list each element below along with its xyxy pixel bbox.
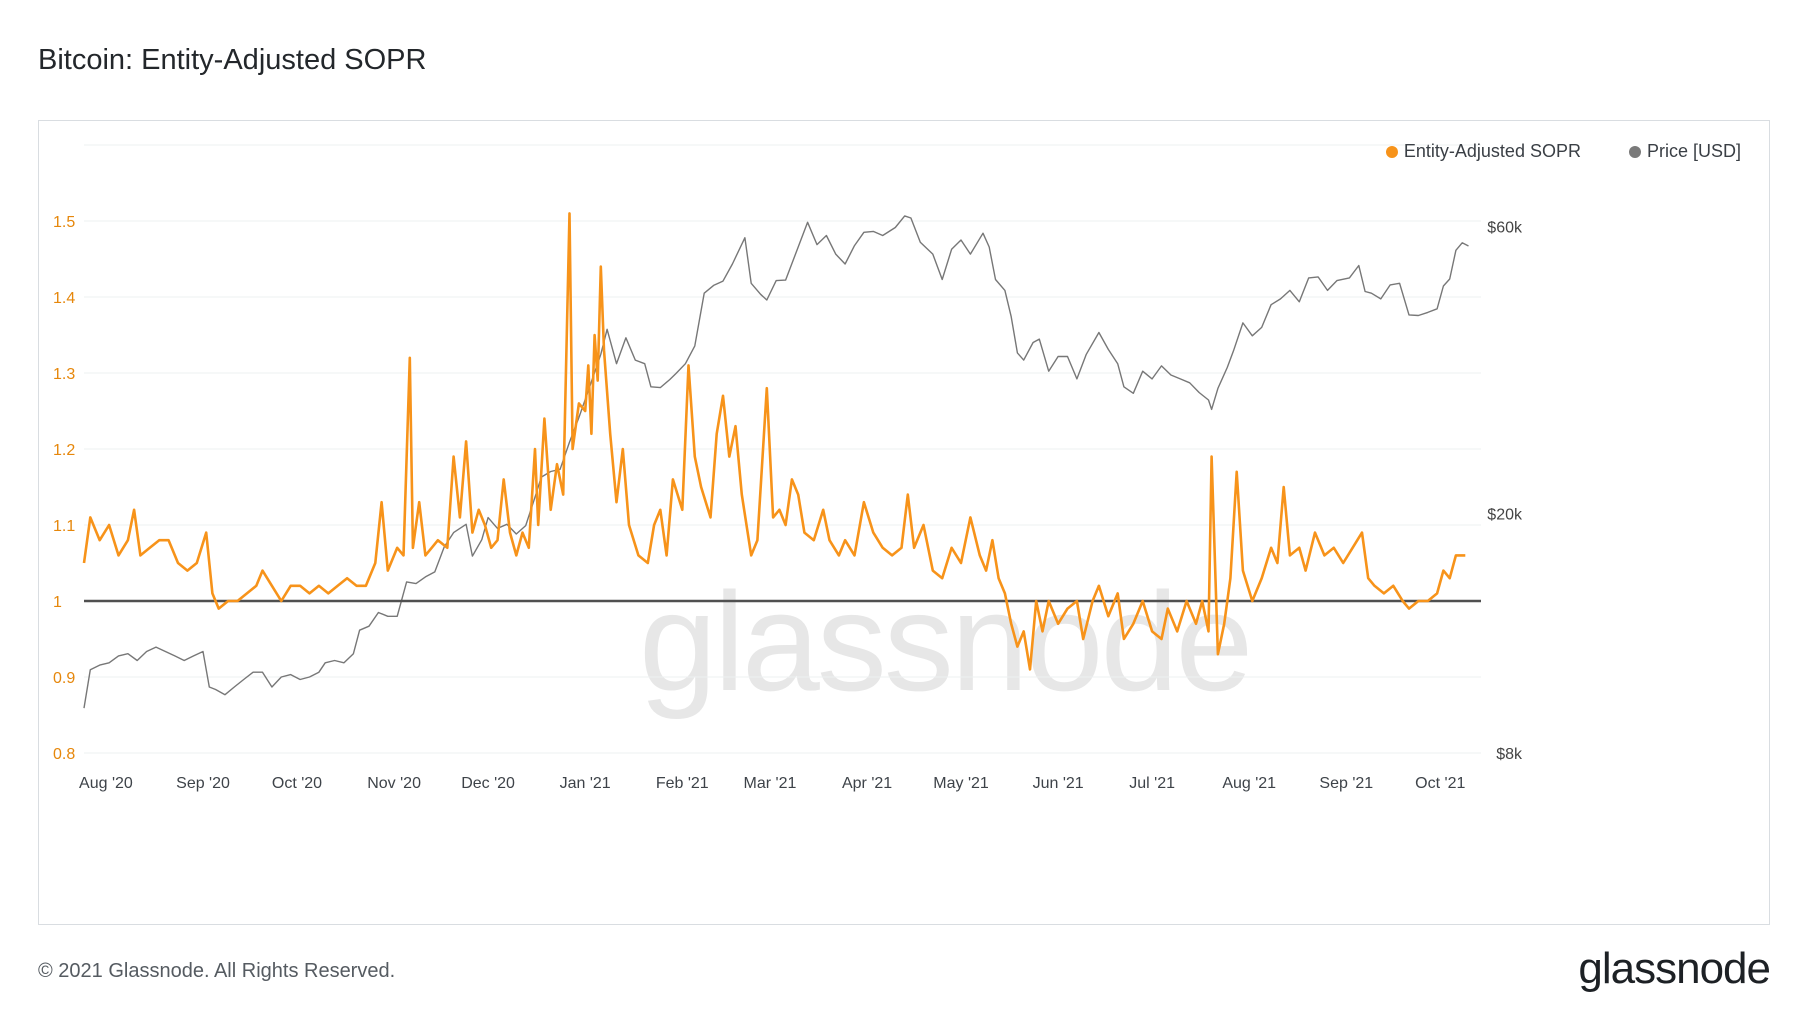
y-right-tick-label: $60k — [1487, 220, 1523, 237]
copyright-footer: © 2021 Glassnode. All Rights Reserved. — [38, 960, 396, 982]
x-tick-label: May '21 — [933, 775, 989, 792]
x-tick-label: Oct '20 — [272, 775, 322, 792]
legend-item-price[interactable]: Price [USD] — [1628, 141, 1741, 162]
x-tick-label: Jun '21 — [1033, 775, 1084, 792]
x-tick-label: Aug '21 — [1222, 775, 1276, 792]
y-left-tick-label: 1 — [53, 594, 62, 611]
legend-label-sopr: Entity-Adjusted SOPR — [1403, 141, 1581, 161]
legend-label-price: Price [USD] — [1646, 141, 1741, 161]
y-left-tick-label: 0.9 — [53, 670, 75, 687]
y-right-tick-label: $20k — [1487, 507, 1523, 524]
legend-dot-sopr — [1385, 145, 1398, 158]
chart-panel: glassnode 0.8 0.9 1 1.1 1.2 1.3 1.4 1.5 $8k $20k $… — [38, 120, 1770, 925]
x-tick-label: Dec '20 — [461, 775, 515, 792]
chart-plot[interactable]: 0.8 0.9 1 1.1 1.2 1.3 1.4 1.5 $8k $20k $60k Aug '20… — [39, 121, 1769, 924]
y-left-tick-label: 0.8 — [53, 746, 75, 763]
legend: Entity-Adjusted SOPR Price [USD] — [1385, 141, 1741, 162]
y-left-tick-label: 1.2 — [53, 442, 75, 459]
y-right-tick-label: $8k — [1496, 746, 1523, 763]
legend-item-sopr[interactable]: Entity-Adjusted SOPR — [1385, 141, 1581, 162]
chart-title: Bitcoin: Entity-Adjusted SOPR — [38, 44, 427, 76]
x-tick-label: Jul '21 — [1129, 775, 1175, 792]
x-tick-label: Jan '21 — [560, 775, 611, 792]
x-tick-label: Apr '21 — [842, 775, 892, 792]
x-tick-label: Nov '20 — [367, 775, 421, 792]
x-tick-label: Mar '21 — [744, 775, 797, 792]
x-tick-label: Aug '20 — [79, 775, 133, 792]
y-left-tick-label: 1.1 — [53, 518, 75, 535]
y-left-tick-label: 1.4 — [53, 290, 75, 307]
x-tick-label: Oct '21 — [1415, 775, 1465, 792]
x-tick-label: Feb '21 — [656, 775, 709, 792]
x-tick-label: Sep '20 — [176, 775, 230, 792]
y-left-tick-label: 1.5 — [53, 214, 75, 231]
brand-logo[interactable]: glassnode — [1578, 944, 1771, 993]
x-tick-label: Sep '21 — [1319, 775, 1373, 792]
series-line-sopr — [82, 212, 1466, 671]
series-line-price — [83, 215, 1469, 709]
y-left-tick-label: 1.3 — [53, 366, 75, 383]
legend-dot-price — [1628, 145, 1641, 158]
